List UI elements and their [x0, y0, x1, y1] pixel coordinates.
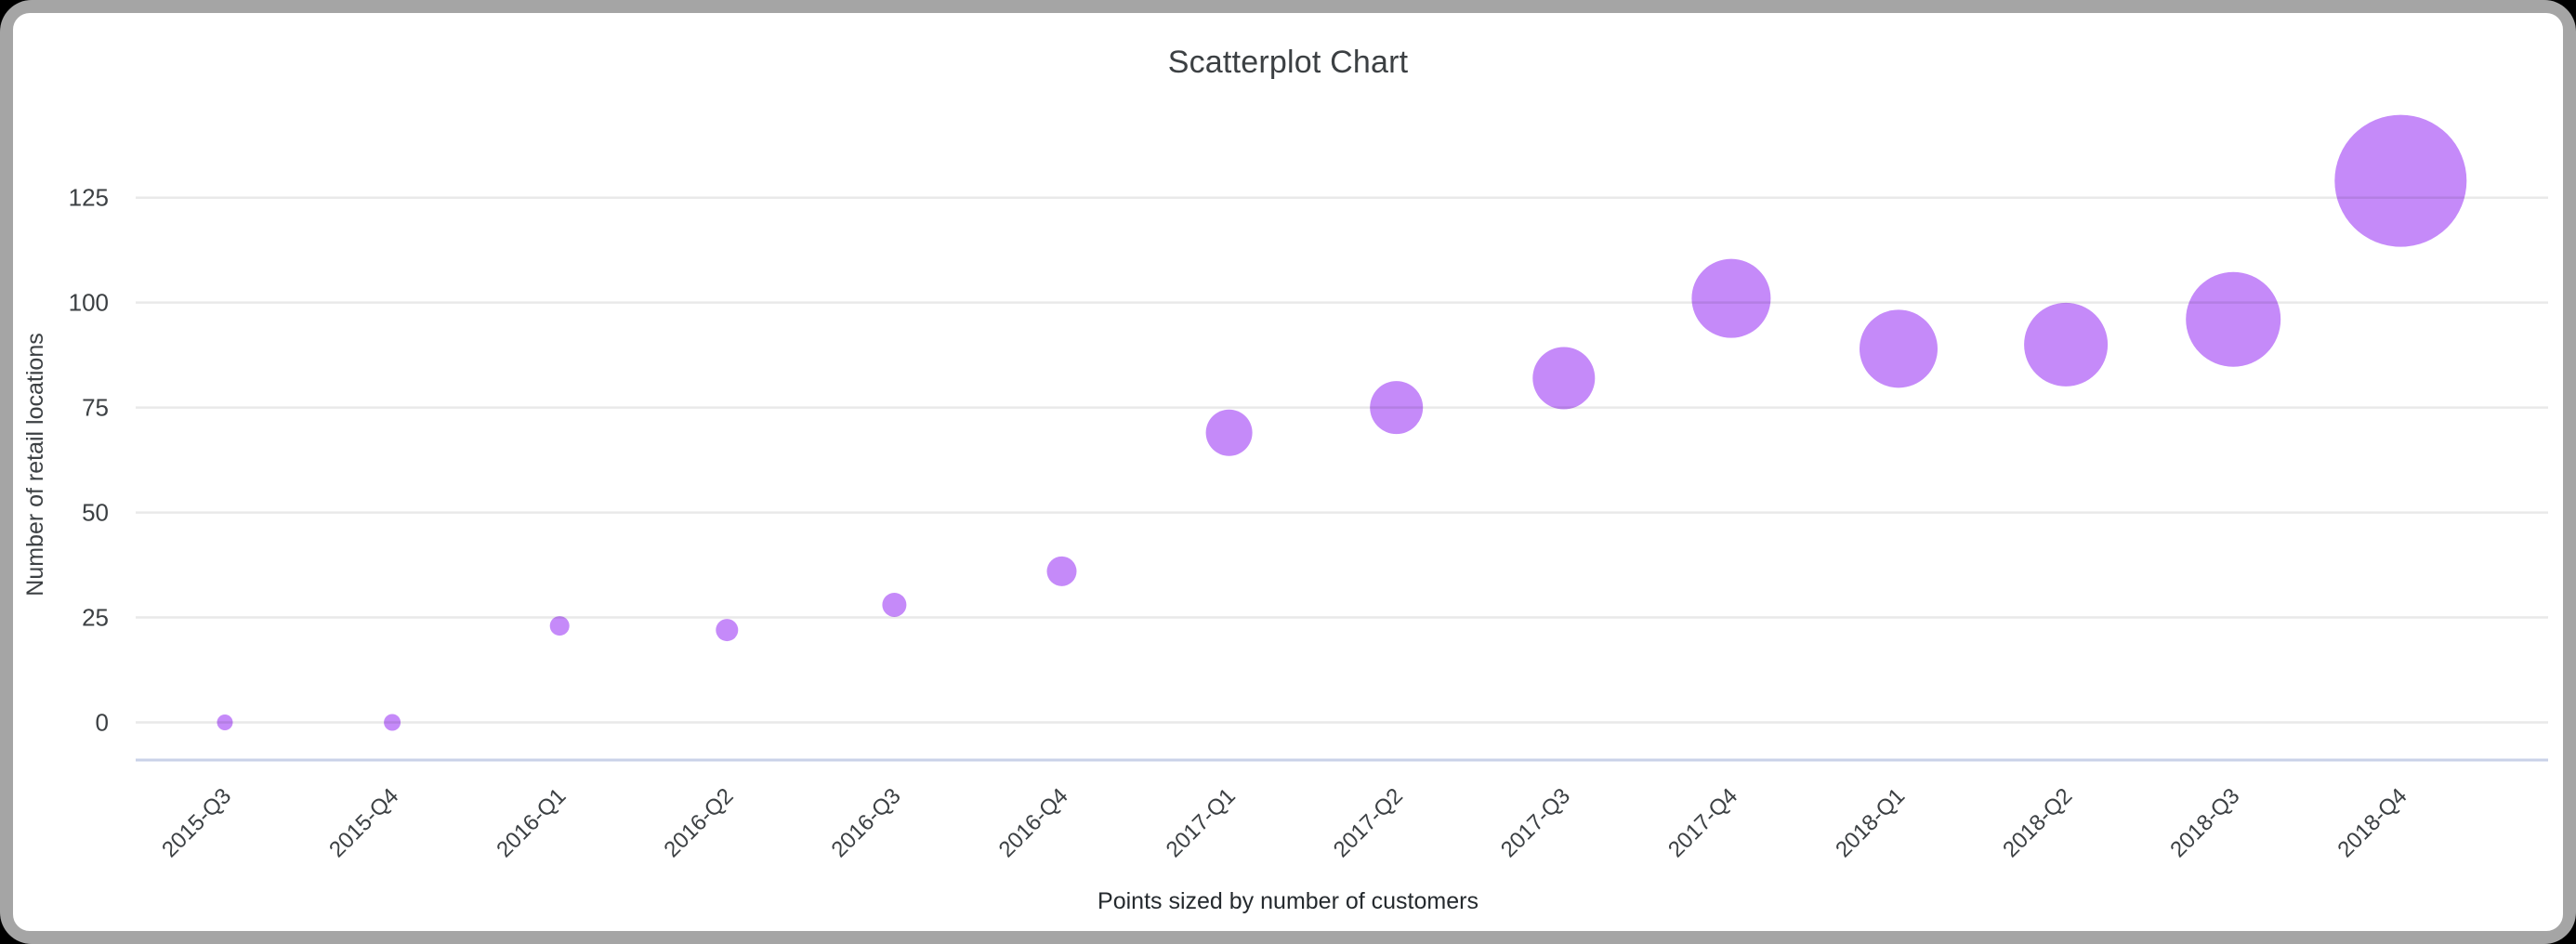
- x-tick-label: 2017-Q4: [1663, 783, 1742, 862]
- chart-caption: Points sized by number of customers: [1097, 888, 1479, 914]
- data-point[interactable]: [217, 715, 233, 730]
- data-point[interactable]: [384, 714, 401, 731]
- x-tick-label: 2017-Q3: [1496, 783, 1575, 862]
- data-point[interactable]: [2186, 271, 2281, 367]
- data-point[interactable]: [1691, 258, 1771, 338]
- x-tick-label: 2015-Q4: [324, 783, 403, 862]
- data-point[interactable]: [1860, 309, 1938, 388]
- data-point[interactable]: [1205, 409, 1253, 456]
- x-tick-label: 2018-Q3: [2165, 783, 2244, 862]
- data-point[interactable]: [549, 616, 570, 636]
- data-point[interactable]: [2334, 114, 2467, 247]
- data-point[interactable]: [1370, 381, 1424, 435]
- x-tick-label: 2016-Q3: [827, 783, 906, 862]
- x-tick-label: 2016-Q1: [492, 783, 571, 862]
- data-point[interactable]: [1532, 347, 1596, 410]
- y-tick-label: 75: [82, 394, 109, 422]
- x-tick-label: 2018-Q2: [1998, 783, 2077, 862]
- y-tick-label: 25: [82, 604, 109, 632]
- y-tick-label: 100: [69, 289, 109, 317]
- y-axis-title: Number of retail locations: [22, 333, 48, 596]
- x-tick-label: 2017-Q2: [1329, 783, 1408, 862]
- chart-title: Scatterplot Chart: [1167, 45, 1409, 80]
- data-point[interactable]: [882, 592, 907, 617]
- y-tick-label: 50: [82, 499, 109, 527]
- y-tick-label: 125: [69, 184, 109, 212]
- y-tick-label: 0: [96, 709, 109, 737]
- data-point[interactable]: [716, 619, 739, 642]
- x-tick-label: 2016-Q2: [659, 783, 738, 862]
- data-point[interactable]: [1046, 556, 1077, 586]
- x-tick-label: 2018-Q1: [1831, 783, 1910, 862]
- x-tick-label: 2017-Q1: [1162, 783, 1241, 862]
- x-tick-label: 2018-Q4: [2333, 783, 2412, 862]
- x-tick-label: 2016-Q4: [994, 783, 1073, 862]
- x-tick-label: 2015-Q3: [157, 783, 236, 862]
- data-point[interactable]: [2024, 302, 2109, 387]
